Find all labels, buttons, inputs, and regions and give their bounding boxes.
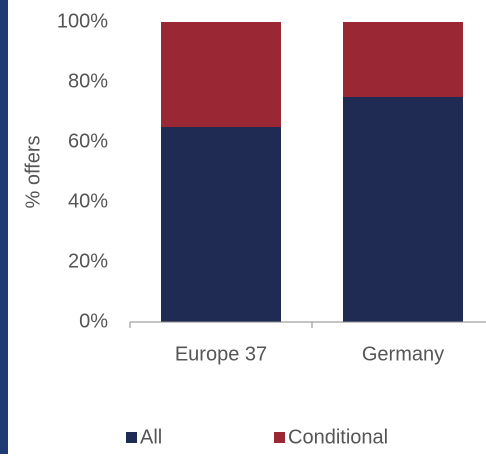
legend-swatch xyxy=(274,432,285,443)
y-axis-label: % offers xyxy=(22,136,44,209)
legend-swatch xyxy=(126,432,137,443)
bar-segment xyxy=(161,22,281,127)
y-tick-label: 100% xyxy=(57,10,108,32)
y-tick-label: 20% xyxy=(68,250,108,272)
bar-segment xyxy=(343,22,463,97)
legend-label: All xyxy=(140,426,162,448)
y-tick-label: 60% xyxy=(68,130,108,152)
x-tick-label: Germany xyxy=(362,343,444,365)
x-tick-label: Europe 37 xyxy=(175,343,267,365)
legend-label: Conditional xyxy=(288,426,388,448)
y-tick-label: 40% xyxy=(68,190,108,212)
y-tick-label: 0% xyxy=(79,310,108,332)
bar-segment xyxy=(343,97,463,322)
side-stripe xyxy=(0,0,8,454)
y-tick-label: 80% xyxy=(68,70,108,92)
bar-segment xyxy=(161,127,281,322)
